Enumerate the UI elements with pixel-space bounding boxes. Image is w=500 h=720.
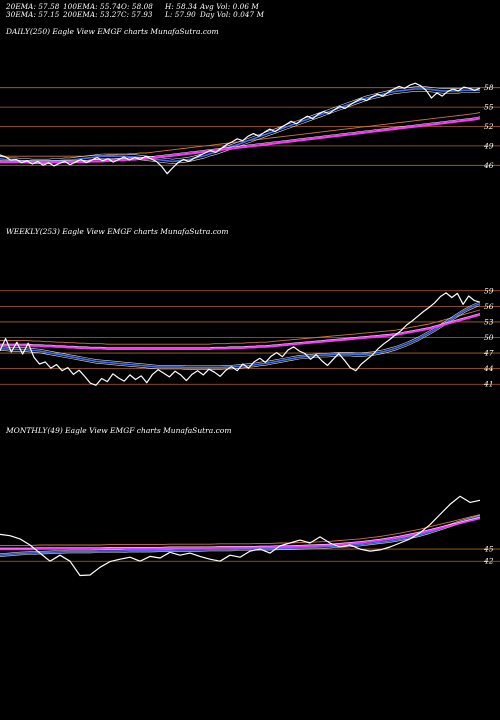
ema-30-line [0, 517, 481, 557]
y-tick-label: 45 [483, 545, 494, 554]
price-line [0, 495, 481, 577]
ema-100-line [0, 309, 481, 345]
monthly-panel-label: MONTHLY(49) Eagle View EMGF charts Munaf… [6, 426, 232, 435]
y-tick-label: 44 [483, 364, 494, 373]
ema20-readout: 20EMA: 57.58 [6, 2, 60, 11]
ema-200-highlight-line [0, 516, 481, 549]
price-line [0, 82, 481, 175]
price-line [0, 292, 481, 386]
ema-200-line [0, 117, 481, 164]
ema-fast-blue-line [0, 515, 481, 556]
ema30-readout: 30EMA: 57.15 [6, 10, 60, 19]
ema-fast-blue-line [0, 88, 480, 163]
ema-200-line [0, 517, 481, 551]
day-volume-readout: Day Vol: 0.047 M [200, 10, 265, 19]
ema-100-line [0, 112, 481, 157]
y-tick-label: 41 [483, 380, 494, 389]
y-tick-label: 58 [484, 83, 494, 92]
low-readout: L: 57.90 [165, 10, 196, 19]
high-readout: H: 58.34 [165, 2, 198, 11]
ema-20-line [0, 86, 480, 160]
y-tick-label: 59 [484, 286, 494, 295]
y-tick-label: 56 [484, 302, 494, 311]
y-tick-label: 42 [483, 557, 494, 566]
daily-panel-label: DAILY(250) Eagle View EMGF charts Munafa… [6, 27, 219, 36]
y-tick-label: 52 [484, 122, 494, 131]
ema-100-line [0, 514, 481, 546]
y-tick-label: 47 [483, 349, 494, 358]
y-tick-label: 49 [483, 141, 494, 150]
y-tick-label: 50 [484, 333, 494, 342]
open-readout: O: 58.08 [121, 2, 153, 11]
y-tick-label: 53 [484, 317, 494, 326]
y-tick-label: 46 [483, 161, 494, 170]
ema-200-highlight-line [0, 313, 481, 348]
ema100-readout: 100EMA: 55.74 [63, 2, 122, 11]
avg-volume-readout: Avg Vol: 0.06 M [200, 2, 259, 11]
ema-200-line [0, 313, 481, 350]
close-readout: C: 57.93 [121, 10, 153, 19]
weekly-panel-label: WEEKLY(253) Eagle View EMGF charts Munaf… [6, 227, 229, 236]
ema-fast-blue-line [0, 303, 481, 369]
y-tick-label: 55 [484, 103, 494, 112]
ema200-readout: 200EMA: 53.27 [63, 10, 122, 19]
ema-20-line [0, 301, 481, 367]
